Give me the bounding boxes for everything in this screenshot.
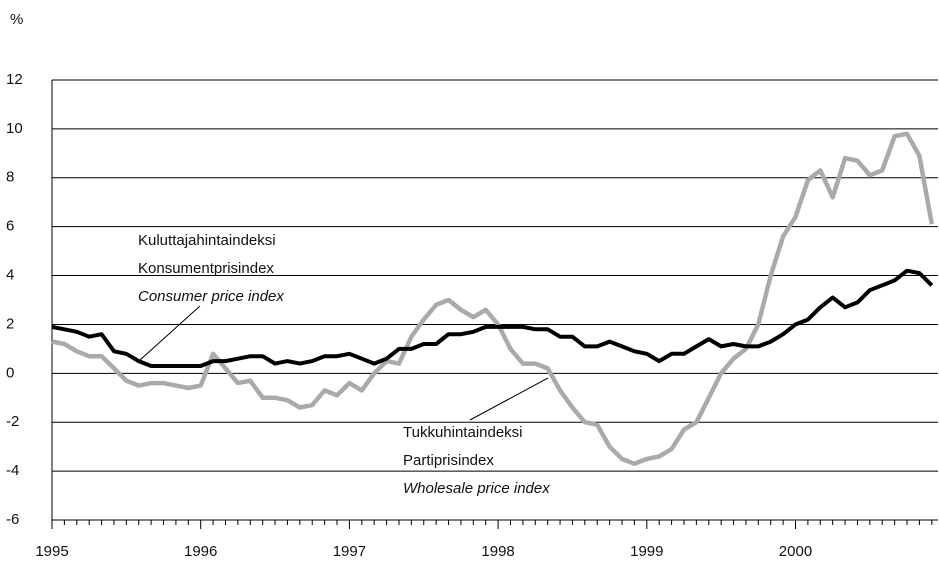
y-tick-label: 4	[6, 267, 14, 284]
line-series	[51, 268, 934, 368]
y-tick-label: 12	[6, 71, 23, 88]
x-tick-label: 1998	[481, 543, 514, 560]
annotation: Konsumentprisindex	[138, 260, 274, 277]
annotation: Tukkuhintaindeksi	[403, 424, 523, 441]
x-tick-label: 1997	[333, 543, 366, 560]
line-series	[51, 131, 935, 467]
annotation: Partiprisindex	[403, 452, 494, 469]
y-tick-label: 6	[6, 218, 14, 235]
leader-line	[469, 377, 549, 421]
annotation: Wholesale price index	[403, 480, 550, 497]
y-unit: %	[10, 11, 23, 28]
y-tick-label: -6	[6, 511, 19, 528]
y-tick-label: -2	[6, 413, 19, 430]
leader-line	[139, 305, 201, 361]
y-tick-label: -4	[6, 462, 19, 479]
annotation: Kuluttajahintaindeksi	[138, 232, 276, 249]
x-tick-label: 1995	[35, 543, 68, 560]
plot: -6 -4 -2 0 2 4 6 8 10 12 1995 1996 1997 1998 1999 2000	[6, 71, 938, 560]
y-tick-label: 8	[6, 169, 14, 186]
x-tick-label: 1996	[184, 543, 217, 560]
x-tick-label: 1999	[630, 543, 663, 560]
y-tick-label: 0	[6, 364, 14, 381]
annotation: Consumer price index	[138, 288, 284, 305]
y-tick-label: 2	[6, 315, 14, 332]
x-tick-label: 2000	[779, 543, 812, 560]
y-tick-label: 10	[6, 120, 23, 137]
